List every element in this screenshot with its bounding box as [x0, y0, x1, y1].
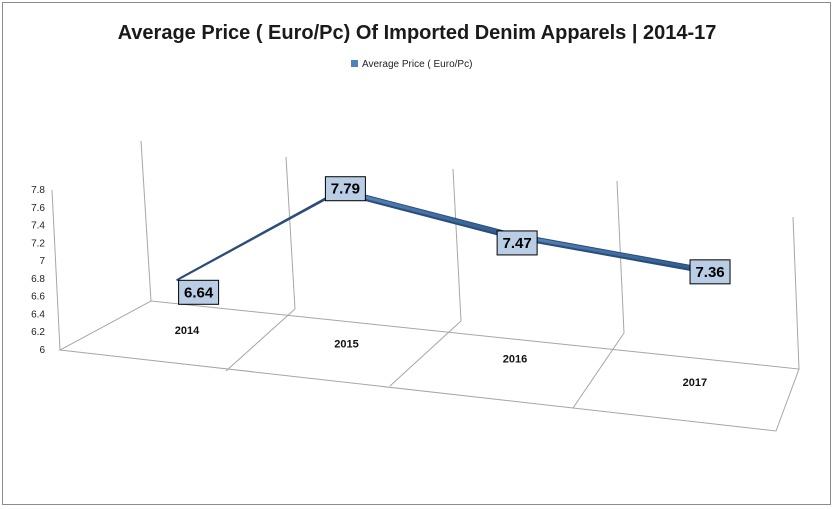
- floor-plane: [58, 300, 800, 432]
- y-tick-label: 7.8: [31, 185, 45, 196]
- data-label: 7.47: [496, 230, 538, 256]
- x-tick-label: 2015: [334, 339, 358, 351]
- wall-gridline: [792, 216, 800, 370]
- data-label: 6.64: [178, 279, 220, 305]
- x-axis: 2014 2015 2016 2017: [175, 325, 707, 389]
- data-labels: 6.64 7.79 7.47 7.36: [178, 176, 731, 305]
- wall-gridline: [285, 156, 296, 310]
- wall-gridline: [452, 168, 462, 322]
- data-label-box: [324, 176, 366, 202]
- data-label-box: [496, 230, 538, 256]
- floor-divider: [389, 320, 462, 387]
- wall-gridline: [140, 140, 152, 302]
- y-tick-label: 7.4: [31, 221, 45, 232]
- data-label-text: 7.47: [503, 235, 532, 252]
- chart-walls: [140, 140, 800, 370]
- y-tick-label: 6.4: [31, 309, 45, 320]
- series-ribbon: [176, 188, 694, 282]
- y-axis-line: [51, 189, 61, 351]
- data-label-text: 7.36: [695, 264, 724, 281]
- data-label-text: 7.79: [331, 181, 360, 198]
- chart-floor: [58, 300, 800, 432]
- floor-divider: [225, 308, 296, 372]
- series-line: [176, 191, 691, 282]
- x-tick-label: 2016: [503, 354, 527, 366]
- x-tick-label: 2017: [683, 377, 707, 389]
- legend-swatch: [351, 60, 358, 67]
- floor-divider: [572, 332, 625, 409]
- data-label-box: [178, 279, 220, 305]
- y-tick-label: 6.6: [31, 292, 45, 303]
- y-tick-label: 6: [39, 345, 45, 356]
- y-tick-label: 7.2: [31, 238, 45, 249]
- y-tick-label: 7: [39, 256, 45, 267]
- chart-canvas: Average Price ( Euro/Pc) Of Imported Den…: [31, 22, 800, 432]
- legend: Average Price ( Euro/Pc): [351, 59, 472, 70]
- y-tick-label: 6.2: [31, 327, 45, 338]
- y-axis: 6 6.2 6.4 6.6 6.8 7 7.2 7.4 7.6 7.8: [31, 185, 61, 356]
- data-label: 7.79: [324, 176, 366, 202]
- y-tick-label: 7.6: [31, 203, 45, 214]
- x-tick-label: 2014: [175, 325, 200, 337]
- legend-label: Average Price ( Euro/Pc): [362, 59, 472, 70]
- data-label-text: 6.64: [184, 284, 214, 301]
- data-label-box: [689, 259, 731, 285]
- y-tick-label: 6.8: [31, 274, 45, 285]
- chart-title: Average Price ( Euro/Pc) Of Imported Den…: [118, 22, 717, 44]
- data-label: 7.36: [689, 259, 731, 285]
